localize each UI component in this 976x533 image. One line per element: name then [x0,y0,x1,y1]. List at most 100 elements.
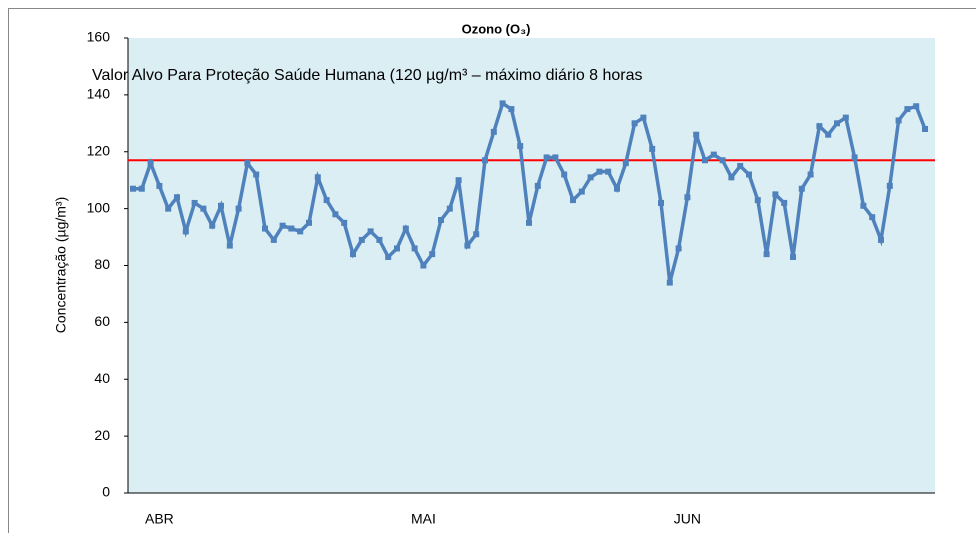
data-point [781,199,788,206]
data-point [666,279,673,286]
data-point [156,182,163,189]
data-point [886,182,893,189]
data-point [851,154,858,161]
data-point [614,185,620,192]
data-point [842,114,849,121]
data-point [332,211,339,218]
data-point [165,205,172,212]
data-point [376,236,383,243]
data-point [631,120,638,127]
y-tick-label: 100 [87,199,111,215]
data-point [754,197,761,204]
data-point [446,205,453,212]
data-point [350,251,356,258]
plot-area [128,38,935,493]
data-point [411,245,418,252]
data-point [473,231,480,238]
data-point [605,168,612,175]
data-point [534,182,541,189]
data-point [684,194,691,201]
data-point [138,185,145,192]
x-tick-label: ABR [145,511,174,527]
data-point [438,217,444,223]
data-point [288,225,295,232]
data-point [728,174,735,181]
data-point [279,222,286,229]
data-point [816,123,823,130]
data-point [341,219,348,226]
data-point [455,177,462,184]
data-point [464,242,471,249]
data-point [878,236,884,243]
data-point [561,171,568,178]
data-point [244,160,251,167]
data-point [702,157,708,164]
data-point [517,143,524,150]
y-tick-label: 120 [87,142,111,158]
data-point [526,219,532,226]
y-tick-label: 140 [87,86,111,102]
data-point [200,205,207,212]
y-tick-label: 20 [94,427,110,443]
data-point [578,188,585,195]
data-point [499,100,506,107]
y-tick-label: 60 [94,313,110,329]
data-point [693,131,700,138]
data-point [235,205,242,212]
data-point [226,242,233,249]
data-point [737,162,744,169]
y-tick-label: 40 [94,370,110,386]
data-point [913,103,920,110]
annotation: Valor Alvo Para Proteção Saúde Humana (1… [92,67,643,84]
data-point [543,154,550,161]
data-point [394,245,400,252]
data-point [262,225,268,232]
data-point [482,157,488,164]
data-point [182,228,189,235]
data-point [825,131,832,138]
data-point [429,251,436,258]
data-point [420,262,427,269]
data-point [570,197,576,204]
data-point [174,194,180,201]
data-point [253,171,260,178]
data-point [763,251,770,258]
data-point [314,174,321,181]
x-tick-label: MAI [411,511,436,527]
y-tick-label: 0 [102,484,110,500]
data-point [402,225,409,232]
data-point [490,128,497,135]
x-tick-label: JUN [674,511,701,527]
data-point [746,171,752,178]
data-point [209,222,216,229]
data-point [869,214,876,221]
data-point [658,199,664,206]
data-point [147,160,154,167]
data-point [358,236,365,243]
data-point [130,185,136,192]
data-point [306,219,312,226]
data-point [904,106,911,113]
y-tick-label: 160 [87,29,111,45]
data-point [596,168,603,175]
data-point [218,202,224,209]
data-point [649,145,656,152]
chart-title: Ozono (O₃) [462,21,531,36]
data-point [834,120,840,127]
data-point [385,253,392,260]
data-point [922,126,928,132]
data-point [710,151,717,158]
data-point [675,245,682,252]
data-point [587,174,594,181]
data-point [790,253,796,260]
data-point [798,185,805,192]
data-point [719,157,726,164]
data-point [622,160,629,167]
data-point [508,106,515,113]
data-point [297,228,304,235]
data-point [640,114,647,121]
data-point [552,154,559,161]
data-point [807,171,814,178]
data-point [772,191,779,198]
